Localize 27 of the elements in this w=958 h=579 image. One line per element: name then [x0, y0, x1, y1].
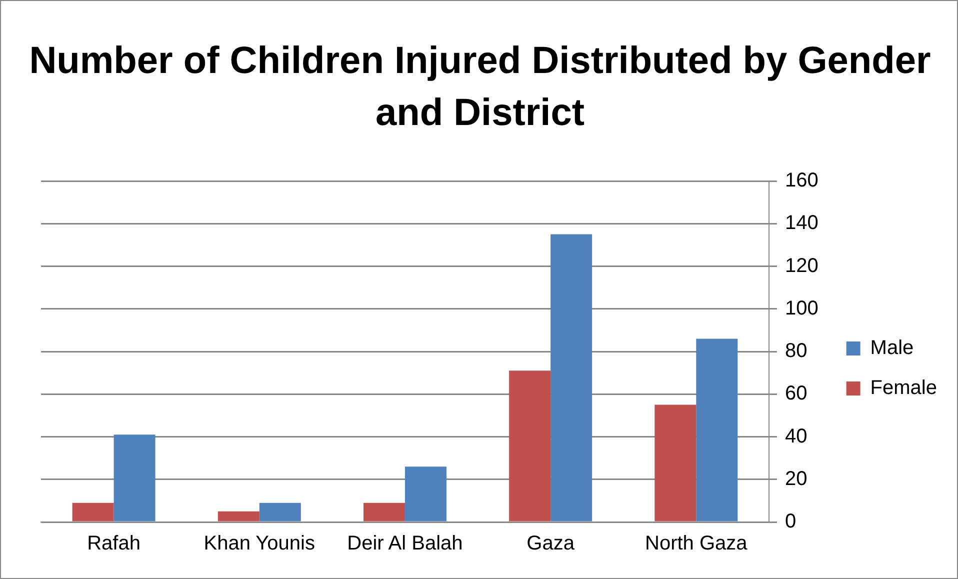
y-tick-label: 140 [784, 212, 818, 234]
bar [218, 511, 260, 522]
y-tick-label: 100 [784, 297, 818, 320]
chart-title: Number of Children Injured Distributed by Gender and District [28, 39, 932, 136]
bar [654, 404, 696, 522]
legend-label: Male [870, 337, 914, 360]
y-tick-label: 0 [784, 510, 796, 533]
y-tick-label: 120 [784, 254, 818, 277]
x-tick-label: Rafah [87, 532, 140, 555]
bar [696, 338, 738, 522]
bar [550, 234, 592, 522]
legend-label: Female [870, 377, 938, 400]
bar [363, 502, 405, 522]
x-tick-label: North Gaza [645, 532, 748, 555]
bar [72, 502, 114, 522]
x-tick-label: Khan Younis [204, 532, 315, 555]
x-tick-label: Gaza [526, 532, 576, 555]
y-tick-label: 20 [784, 468, 808, 490]
bar [509, 370, 551, 522]
y-tick-label: 40 [784, 425, 808, 448]
y-tick-label: 80 [784, 340, 808, 362]
y-tick-label: 60 [784, 382, 808, 405]
x-tick-label: Deir Al Balah [347, 532, 463, 555]
bar [404, 466, 446, 522]
y-tick-label: 160 [784, 170, 818, 192]
bar [114, 434, 156, 522]
bar [259, 502, 301, 522]
